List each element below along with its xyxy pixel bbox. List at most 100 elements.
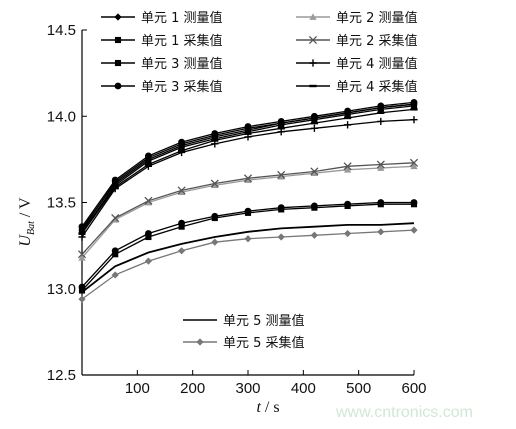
series-point xyxy=(144,257,152,265)
extra-series-point xyxy=(145,233,152,241)
legend-label: 单元 5 测量值 xyxy=(223,313,305,329)
series-point xyxy=(410,99,418,106)
legend-item: 单元 1 采集值 xyxy=(101,33,223,49)
series-point xyxy=(377,111,385,114)
legend-item: 单元 5 测量值 xyxy=(183,313,305,329)
series-point xyxy=(377,164,385,171)
series-point xyxy=(277,233,285,241)
series-point xyxy=(277,118,285,125)
series-point xyxy=(210,179,219,188)
legend-item: 单元 3 采集值 xyxy=(101,79,223,95)
extra-series-point xyxy=(211,214,218,222)
series-point xyxy=(144,163,152,166)
series-line xyxy=(81,222,415,293)
x-tick-label: 300 xyxy=(235,380,260,397)
legend-label: 单元 1 采集值 xyxy=(141,33,223,49)
x-tick-label: 100 xyxy=(125,380,150,397)
series-point xyxy=(376,160,385,169)
y-axis-title-sub: Bat xyxy=(26,221,37,235)
legend-label: 单元 2 采集值 xyxy=(336,33,418,49)
series-point xyxy=(244,176,252,183)
series-point xyxy=(211,181,219,189)
series-point xyxy=(178,188,186,196)
series-point xyxy=(409,158,419,167)
series-point xyxy=(310,121,318,125)
legend-item: 单元 4 采集值 xyxy=(296,79,418,95)
series-point xyxy=(344,121,352,129)
series-point xyxy=(310,231,318,239)
watermark-text: www.cntronics.com xyxy=(335,404,473,421)
series-point xyxy=(112,180,119,187)
series-point xyxy=(377,228,385,236)
extra-series-point xyxy=(377,201,384,208)
extra-series-point xyxy=(244,209,252,216)
series-point xyxy=(178,247,186,255)
series-point xyxy=(177,186,186,195)
series-8 xyxy=(81,222,415,293)
series-point xyxy=(77,250,87,259)
plot-area xyxy=(77,99,419,303)
series-4 xyxy=(78,162,418,261)
legend-swatch-marker xyxy=(114,82,122,90)
series-point xyxy=(178,149,186,152)
y-axis-title: UBat / V xyxy=(17,197,37,247)
series-point xyxy=(145,156,152,163)
series-point xyxy=(410,108,418,111)
x-axis-title-main: t xyxy=(256,399,261,416)
series-point xyxy=(277,127,285,130)
legend-label: 单元 5 采集值 xyxy=(223,335,305,351)
extra-series-line xyxy=(81,203,414,291)
x-tick-label: 600 xyxy=(401,380,426,397)
series-point xyxy=(310,167,319,176)
legend-item: 单元 2 采集值 xyxy=(296,33,418,49)
extra-series-1 xyxy=(78,201,418,294)
x-axis-title-unit: / s xyxy=(261,399,280,416)
series-point xyxy=(78,295,86,303)
series-point xyxy=(377,102,385,110)
series-7 xyxy=(78,108,418,235)
legend-swatch-marker xyxy=(114,36,122,44)
series-9 xyxy=(78,226,418,303)
legend-swatch-marker xyxy=(309,13,317,20)
series-point xyxy=(310,124,318,132)
legend-label: 单元 2 测量值 xyxy=(336,10,418,26)
series-point xyxy=(243,174,253,183)
series-point xyxy=(377,117,385,126)
legend-item: 单元 1 测量值 xyxy=(101,10,223,26)
series-point xyxy=(277,170,286,179)
series-point xyxy=(344,229,352,238)
legend-label: 单元 4 采集值 xyxy=(336,79,418,95)
series-point xyxy=(244,126,252,134)
legend-label: 单元 4 测量值 xyxy=(336,56,418,72)
series-point xyxy=(244,132,252,135)
extra-series-point xyxy=(78,287,86,294)
series-point xyxy=(78,232,86,235)
legend-swatch-marker xyxy=(309,84,317,88)
series-point xyxy=(144,196,153,205)
series-point xyxy=(344,107,352,115)
series-point xyxy=(310,169,318,177)
series-point xyxy=(178,142,185,149)
series-point xyxy=(410,116,418,124)
extra-series-point xyxy=(178,223,185,230)
series-point xyxy=(244,123,252,131)
series-point xyxy=(144,198,152,206)
series-point xyxy=(111,176,119,184)
series-point xyxy=(78,228,86,235)
x-tick-label: 200 xyxy=(180,380,205,397)
y-tick-label: 13.0 xyxy=(47,281,76,298)
series-point xyxy=(343,162,352,171)
legend-label: 单元 3 采集值 xyxy=(141,79,223,95)
series-point xyxy=(111,216,119,223)
series-point xyxy=(111,213,120,223)
series-point xyxy=(211,139,219,142)
series-point xyxy=(211,130,219,137)
series-point xyxy=(111,271,119,279)
series-point xyxy=(410,226,418,234)
x-tick-label: 500 xyxy=(346,380,371,397)
series-point xyxy=(111,185,119,189)
legend-swatch-marker xyxy=(114,13,122,21)
extra-series-point xyxy=(344,202,351,210)
